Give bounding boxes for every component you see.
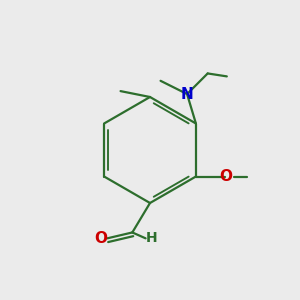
Text: N: N: [181, 87, 194, 102]
Text: O: O: [94, 231, 107, 246]
Text: O: O: [219, 169, 232, 184]
Text: H: H: [146, 231, 157, 245]
